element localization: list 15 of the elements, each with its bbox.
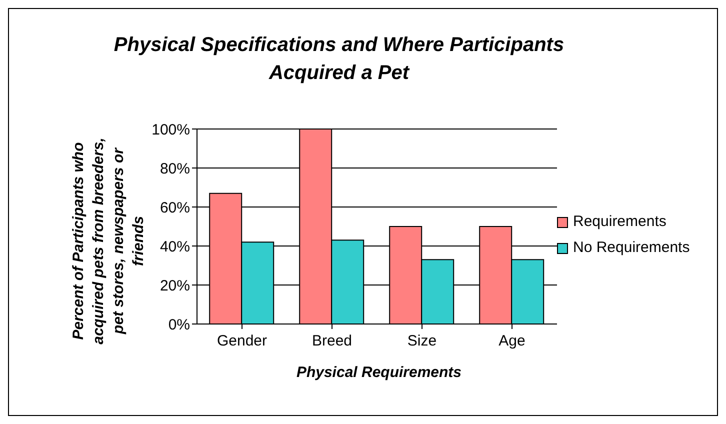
legend-label: Requirements [573, 212, 666, 232]
x-axis-title: Physical Requirements [295, 364, 463, 381]
x-tick-label: Age [498, 332, 526, 350]
y-tick-label: 40% [160, 238, 190, 256]
y-tick-label: 60% [160, 199, 190, 216]
x-tick-label: Gender [216, 332, 268, 350]
y-tick-label: 0% [168, 316, 190, 334]
y-tick-label: 20% [160, 277, 190, 294]
y-tick-label: 80% [160, 160, 190, 178]
y-tick-label: 100% [152, 121, 190, 138]
x-tick-label: Size [407, 332, 437, 350]
chart-title: Physical Specifications and Where Participants Acquired a Pet [112, 33, 566, 86]
x-tick-label: Breed [312, 332, 352, 350]
y-axis-title: Percent of Participants who acquired pets from breeders, pet stores, newspapers or friends [69, 136, 148, 346]
legend-label: No Requirements [573, 238, 690, 258]
